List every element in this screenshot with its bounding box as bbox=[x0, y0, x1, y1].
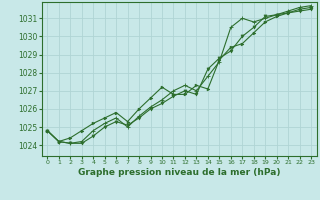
X-axis label: Graphe pression niveau de la mer (hPa): Graphe pression niveau de la mer (hPa) bbox=[78, 168, 280, 177]
